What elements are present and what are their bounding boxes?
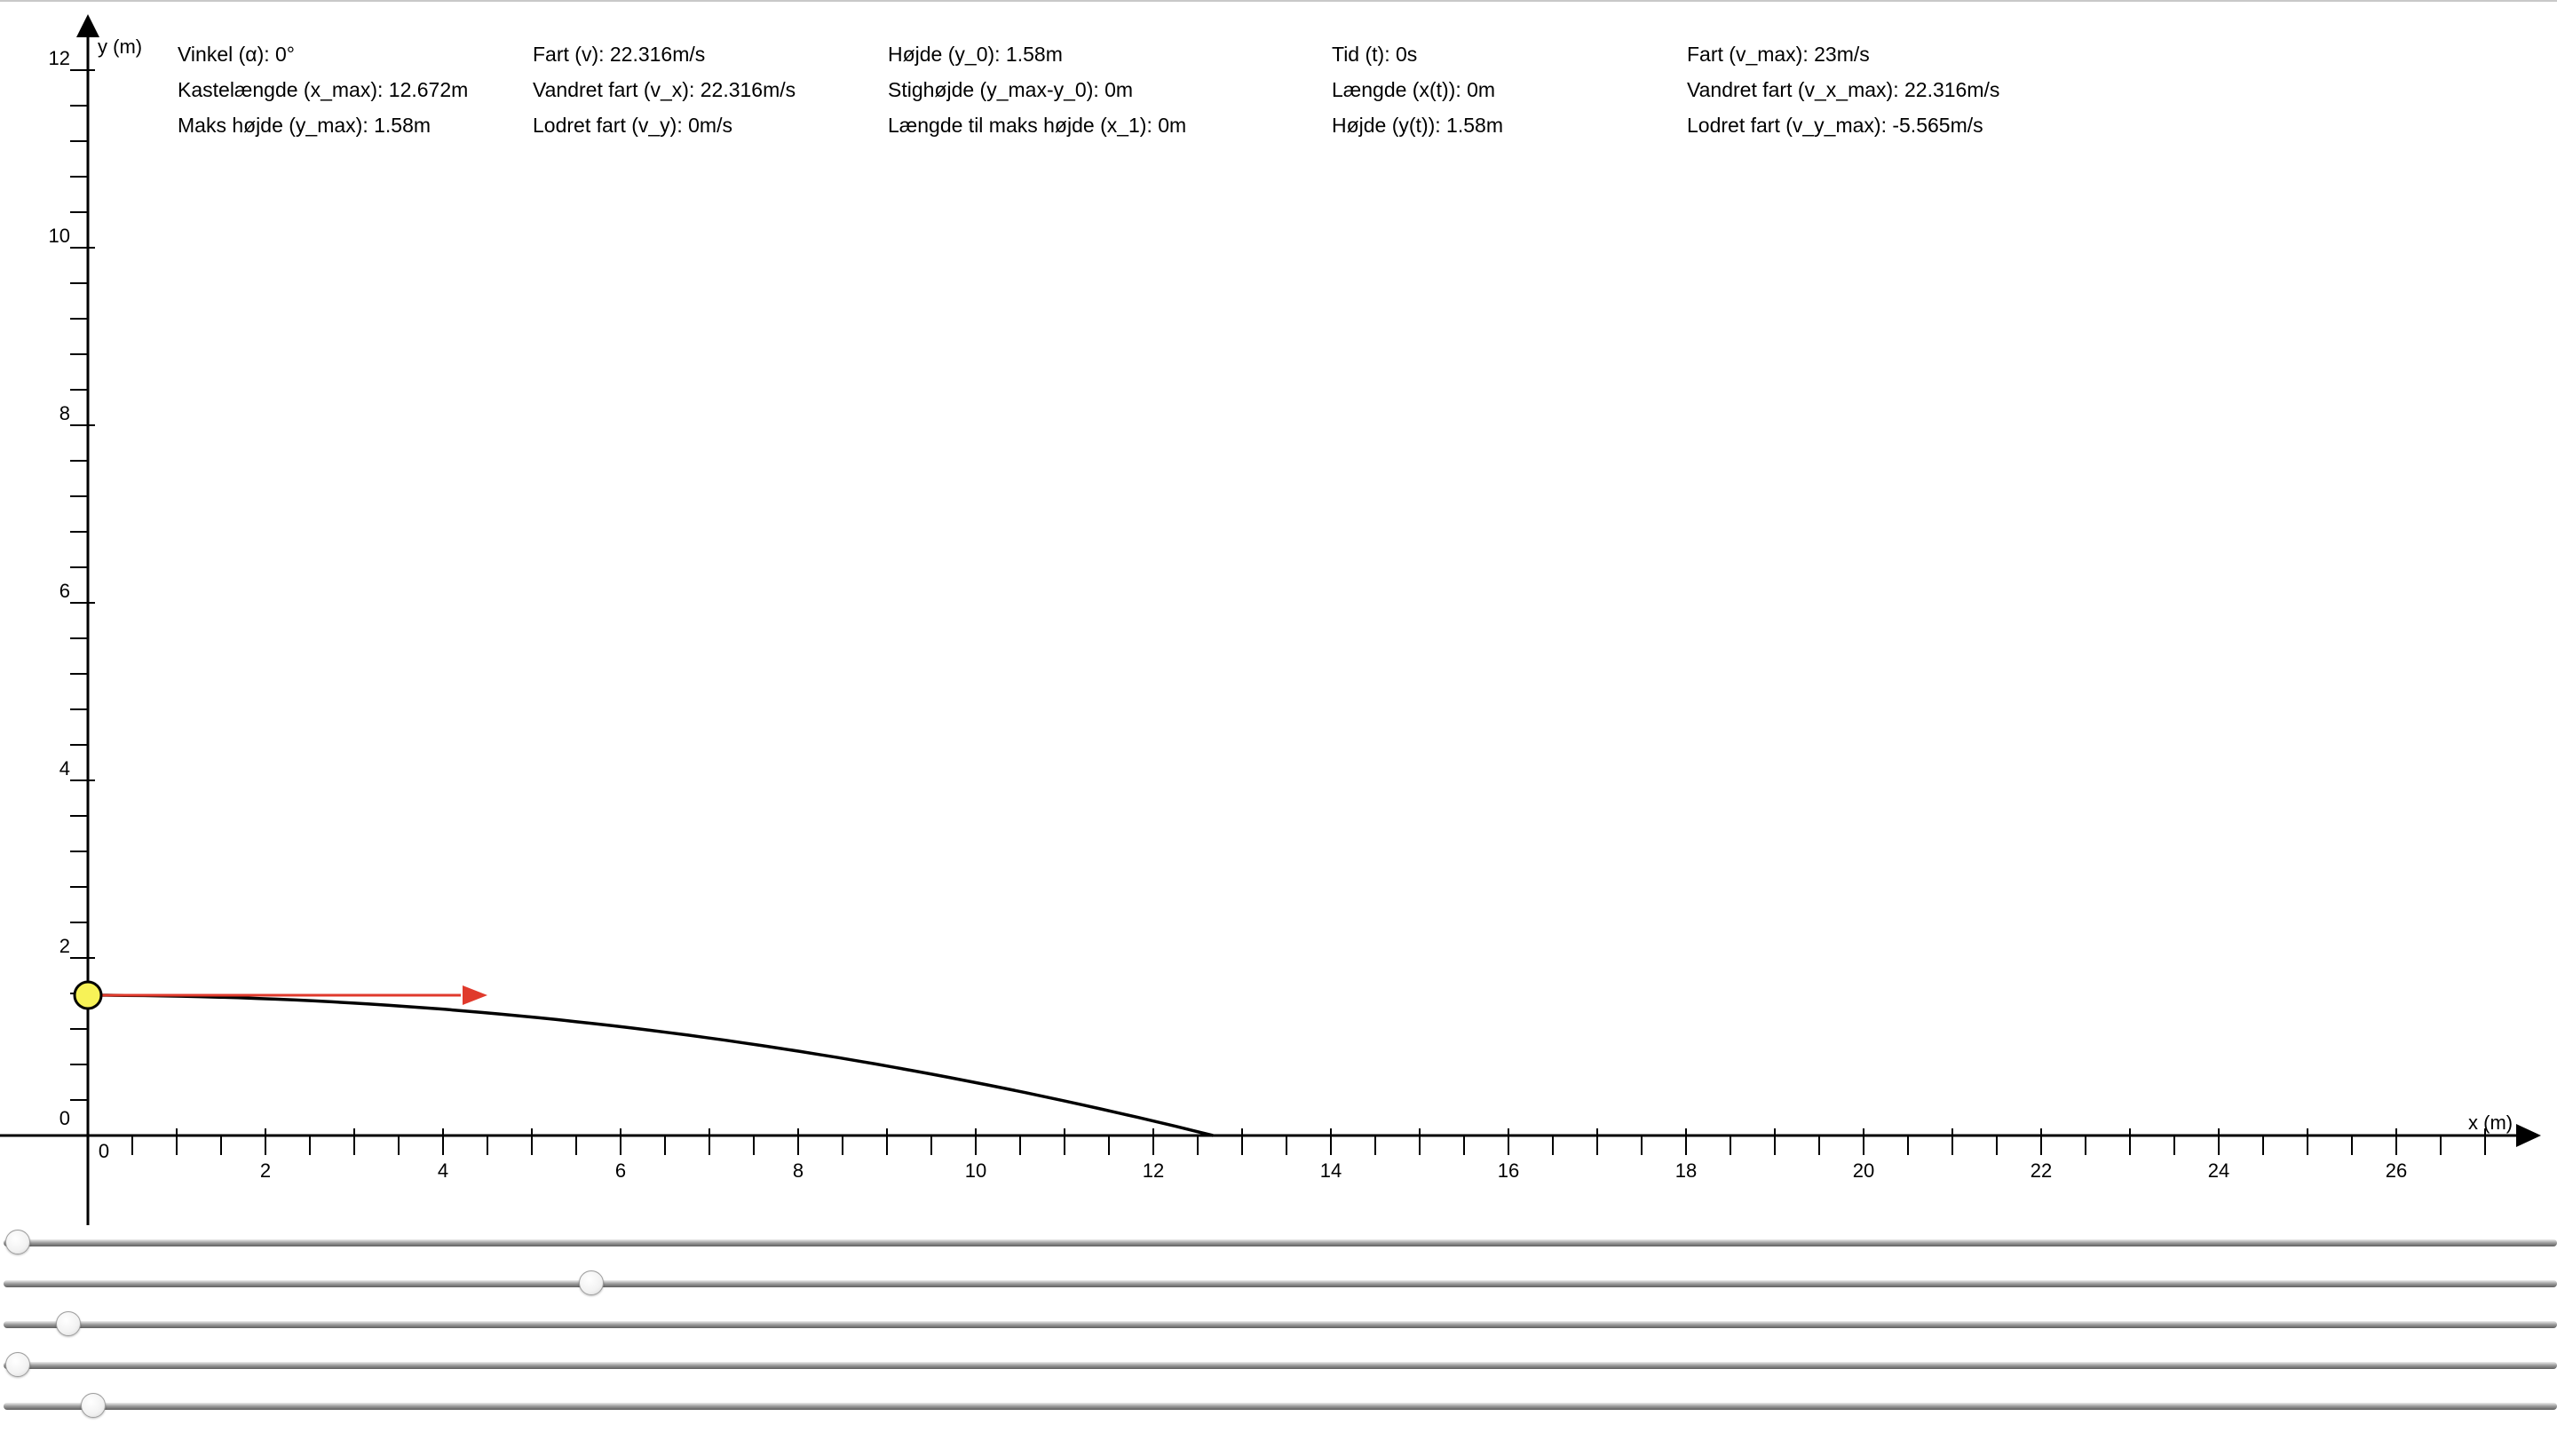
info-line: Vandret fart (v_x): 22.316m/s [533,78,796,101]
y-tick-label: 8 [59,402,70,424]
info-line: Længde til maks højde (x_1): 0m [888,114,1187,137]
x-tick-label: 14 [1320,1159,1342,1182]
info-line: Fart (v): 22.316m/s [533,43,706,66]
y-tick-label: 4 [59,757,70,779]
info-column-1: Vinkel (α): 0° Kastelængde (x_max): 12.67… [178,36,468,143]
projectile-ball[interactable] [73,980,103,1010]
x-tick-label: 16 [1498,1159,1519,1182]
height-slider[interactable] [4,1307,2557,1348]
info-column-3: Højde (y_0): 1.58m Stighøjde (y_max-y_0):… [888,36,1186,143]
x-axis-arrow [2516,1124,2541,1147]
x-tick-label: 22 [2031,1159,2052,1182]
x-tick-label: 4 [438,1159,448,1182]
time-slider[interactable] [4,1348,2557,1389]
y-tick-label: 0 [59,1107,70,1129]
y-axis-arrow [76,14,99,37]
y-axis-label: y (m) [98,36,142,58]
x-tick-label: 24 [2208,1159,2229,1182]
x-tick-label: 20 [1853,1159,1874,1182]
info-line: Tid (t): 0s [1332,43,1418,66]
info-column-4: Tid (t): 0s Længde (x(t)): 0m Højde (y(t))… [1332,36,1503,143]
slider-5[interactable] [4,1389,2557,1429]
x-tick-label: 0 [99,1140,109,1162]
slider-track[interactable] [4,1403,2557,1410]
info-line: Højde (y_0): 1.58m [888,43,1063,66]
info-line: Maks højde (y_max): 1.58m [178,114,431,137]
slider-track[interactable] [4,1362,2557,1369]
info-line: Længde (x(t)): 0m [1332,78,1496,101]
info-line: Stighøjde (y_max-y_0): 0m [888,78,1134,101]
x-tick-label: 10 [965,1159,986,1182]
top-border [0,0,2557,2]
x-tick-label: 2 [260,1159,271,1182]
slider-thumb[interactable] [81,1393,107,1418]
slider-track[interactable] [4,1280,2557,1287]
slider-thumb[interactable] [55,1311,81,1336]
info-line: Vandret fart (v_x_max): 22.316m/s [1687,78,2000,101]
slider-thumb[interactable] [5,1230,30,1254]
info-column-2: Fart (v): 22.316m/s Vandret fart (v_x): 2… [533,36,796,143]
y-tick-label: 12 [49,47,70,69]
slider-track[interactable] [4,1321,2557,1328]
info-line: Lodret fart (v_y): 0m/s [533,114,732,137]
angle-slider[interactable] [4,1225,2557,1266]
info-line: Fart (v_max): 23m/s [1687,43,1870,66]
y-tick-label: 10 [49,225,70,247]
x-tick-label: 18 [1675,1159,1697,1182]
slider-track[interactable] [4,1239,2557,1246]
velocity-arrowhead [463,985,487,1005]
info-column-5: Fart (v_max): 23m/s Vandret fart (v_x_max… [1687,36,1999,143]
info-line: Kastelængde (x_max): 12.672m [178,78,469,101]
x-tick-label: 26 [2386,1159,2407,1182]
slider-thumb[interactable] [578,1270,604,1295]
y-tick-label: 2 [59,935,70,957]
info-line: Vinkel (α): 0° [178,43,296,66]
info-line: Højde (y(t)): 1.58m [1332,114,1503,137]
x-tick-label: 8 [793,1159,804,1182]
y-tick-label: 6 [59,580,70,602]
x-axis-label: x (m) [2468,1112,2513,1134]
info-line: Lodret fart (v_y_max): -5.565m/s [1687,114,1983,137]
x-tick-label: 6 [615,1159,626,1182]
trajectory-curve [88,993,1214,1137]
speed-slider[interactable] [4,1266,2557,1307]
x-tick-label: 12 [1143,1159,1164,1182]
trajectory-plot: y (m) x (m) 02 4 6 8 10 12 14 16 18 20 22 24 26 0246… [0,14,2541,1225]
slider-thumb[interactable] [5,1352,30,1377]
